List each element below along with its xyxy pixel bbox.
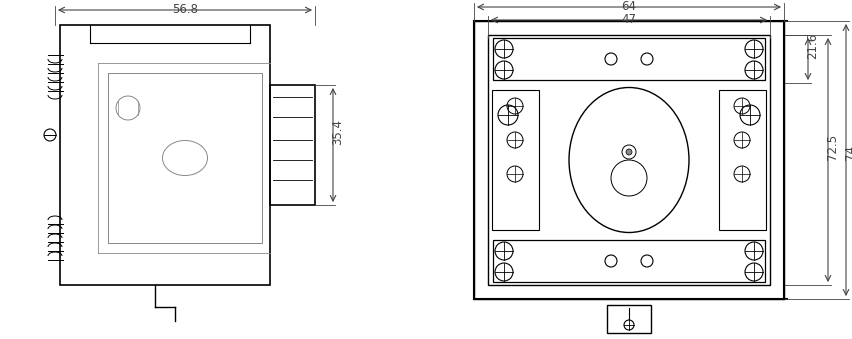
Text: 35.4: 35.4 (331, 119, 344, 145)
Text: 72.5: 72.5 (826, 134, 838, 160)
Text: 74: 74 (843, 145, 852, 160)
Circle shape (625, 149, 631, 155)
Text: 64: 64 (621, 0, 636, 13)
Text: 56.8: 56.8 (172, 3, 198, 16)
Text: 47: 47 (621, 13, 636, 26)
Text: 21.6: 21.6 (805, 33, 819, 59)
